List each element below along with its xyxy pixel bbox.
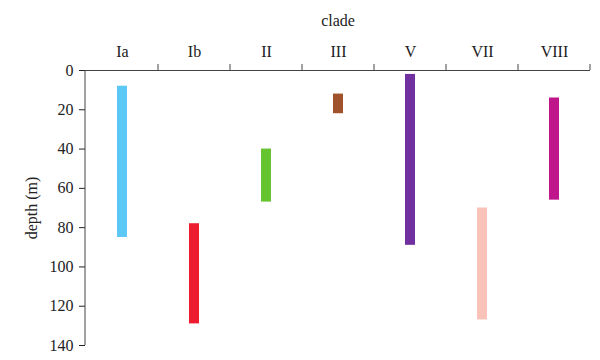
svg-text:Ia: Ia (116, 43, 128, 60)
svg-text:VIII: VIII (541, 43, 569, 60)
svg-text:clade: clade (321, 12, 355, 29)
svg-text:40: 40 (58, 140, 74, 157)
svg-text:III: III (331, 43, 347, 60)
svg-text:II: II (261, 43, 272, 60)
svg-text:120: 120 (50, 297, 74, 314)
svg-text:20: 20 (58, 101, 74, 118)
svg-text:Ib: Ib (188, 43, 201, 60)
svg-text:80: 80 (58, 219, 74, 236)
svg-text:VII: VII (471, 43, 493, 60)
svg-text:depth (m): depth (m) (23, 177, 41, 240)
svg-text:100: 100 (50, 258, 74, 275)
svg-text:V: V (405, 43, 417, 60)
svg-text:0: 0 (66, 62, 74, 79)
svg-text:140: 140 (50, 337, 74, 354)
svg-text:60: 60 (58, 179, 74, 196)
